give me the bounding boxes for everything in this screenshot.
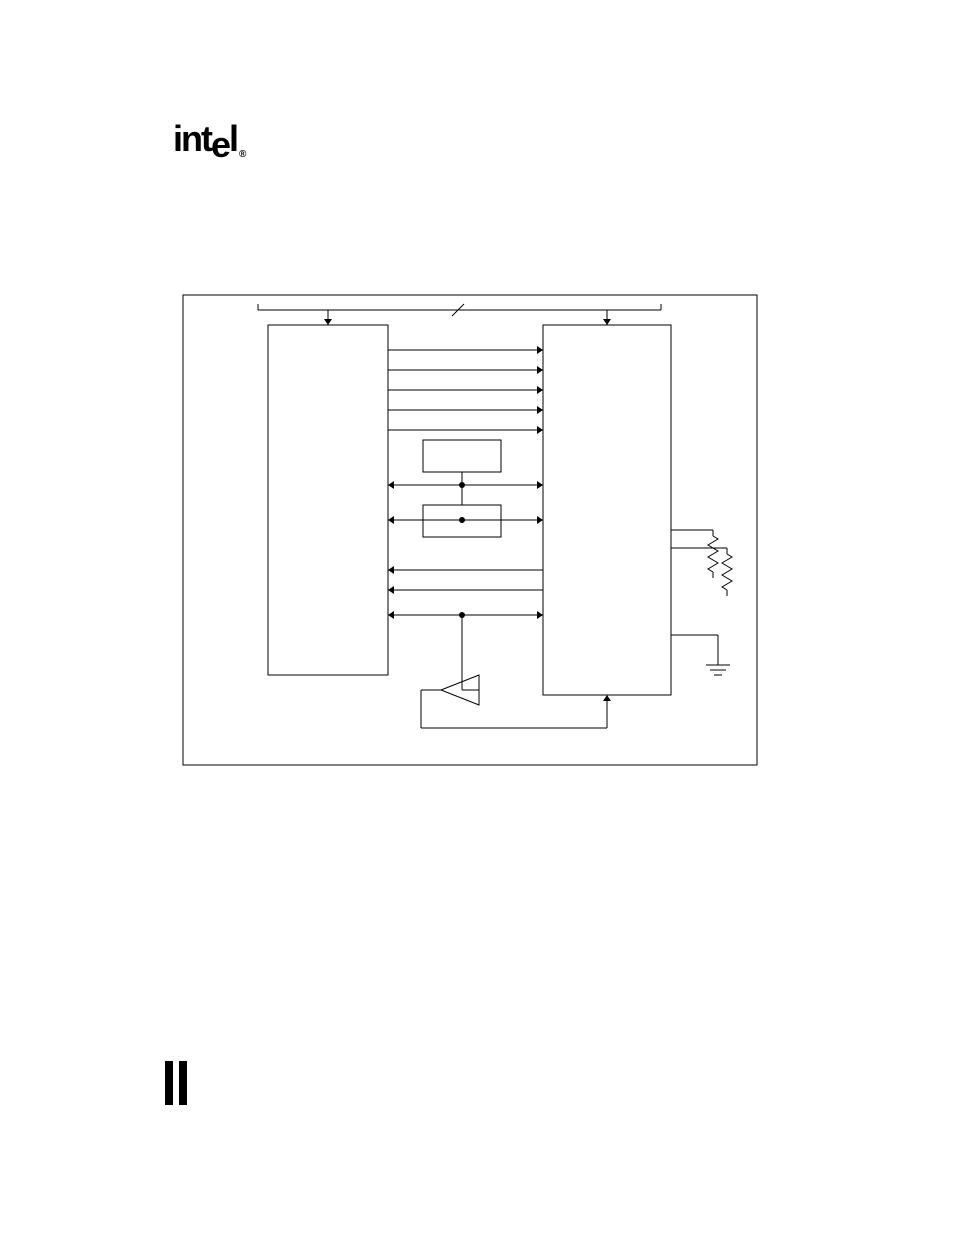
intel-logo: intel® — [173, 118, 244, 160]
block-diagram — [173, 280, 773, 785]
page: intel® — [0, 0, 954, 1235]
footer-mark — [165, 1061, 187, 1105]
